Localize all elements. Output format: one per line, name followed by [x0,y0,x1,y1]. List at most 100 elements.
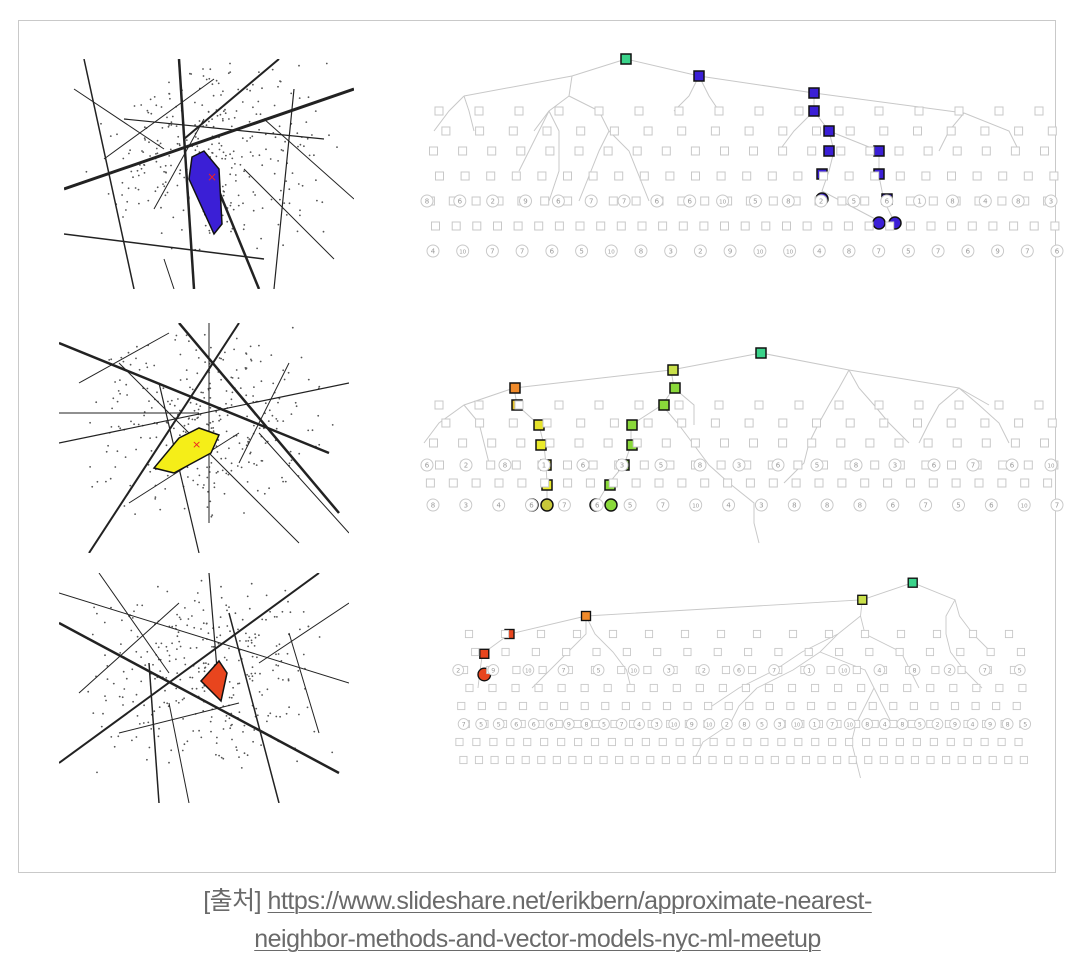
data-point [220,94,222,96]
leaf-label: 8 [431,502,435,510]
data-point [252,395,255,397]
tree-node [691,171,700,181]
data-point [105,450,108,453]
leaf-label: 9 [988,721,992,728]
data-point [210,427,213,429]
data-point [186,378,188,381]
data-point [250,639,253,642]
data-point [273,615,276,618]
tree-node [857,683,866,693]
data-point [93,606,95,609]
leaf-label: 7 [589,198,593,206]
leaf-label: 3 [737,462,741,470]
tree-node [542,418,552,428]
data-point [254,194,256,196]
tree-node [837,478,847,488]
leaf-label: 7 [490,248,494,256]
leaf-node [961,244,975,258]
tree-node [997,196,1007,206]
source-link-line2[interactable]: neighbor-methods-and-vector-models-nyc-m… [254,925,821,953]
data-point [255,464,258,466]
leaf-node [861,718,874,730]
tree-node [794,106,804,116]
leaf-label: 2 [490,198,494,206]
data-point [284,140,286,143]
data-point [303,145,305,148]
tree-node [870,460,880,470]
tree-node [786,701,795,711]
tree-node [743,737,752,747]
tree-node [994,106,1004,116]
tree-node [814,478,824,488]
data-point [193,626,196,629]
data-point [179,409,181,412]
tree-node [658,737,667,747]
data-point [318,385,321,388]
tree-node [574,438,584,448]
leaf-label: 7 [562,502,566,510]
data-point [128,152,130,155]
tree-node [895,647,904,657]
tree-node [843,221,853,231]
tree-node [836,146,846,156]
data-point [249,89,252,92]
data-point [202,75,205,77]
tree-node [817,755,826,765]
leaf-node [771,458,785,472]
data-point [135,357,137,360]
data-point [129,484,132,487]
data-point [179,169,182,172]
data-point [251,655,254,658]
data-point [285,180,287,182]
data-point [194,418,196,421]
data-point [178,172,181,175]
data-point [102,712,104,715]
data-point [217,82,220,85]
tree-node [489,737,498,747]
data-point [189,386,191,389]
data-point [223,190,226,193]
data-point [277,160,279,162]
leaf-node [698,664,710,676]
data-point [252,155,254,157]
tree-node [770,755,779,765]
data-point [231,391,234,394]
leaf-label: 5 [1023,721,1027,728]
tree-node [1047,126,1057,136]
leaf-node [826,718,839,730]
tree-node [878,737,888,747]
leaf-label: 6 [966,248,971,256]
data-point [159,166,162,168]
tree-node [778,146,788,156]
tree-node [826,665,835,675]
data-point [150,450,153,452]
data-point [253,462,256,465]
tree-node [714,106,724,116]
data-point [162,183,164,185]
data-point [178,616,181,619]
figure-frame: × [18,20,1064,873]
tree-node [677,755,686,765]
data-point [118,695,121,698]
data-point [150,728,153,730]
leaf-node [820,498,834,512]
tree-node [834,400,844,410]
tree-node [545,146,555,156]
data-point [241,101,244,103]
leaf-label: 8 [742,721,746,728]
leaf-node [592,664,605,676]
data-point [254,672,257,675]
tree-node [895,171,905,181]
data-point [203,670,206,673]
data-point [119,392,121,395]
data-point [225,154,227,157]
data-point [232,150,235,153]
data-point [225,659,228,661]
data-point [121,194,123,196]
leaf-node [984,718,996,730]
data-point [129,149,131,152]
data-point [258,691,261,693]
data-point [166,474,169,477]
data-point [299,209,301,212]
source-link-line1[interactable]: https://www.slideshare.net/erikbern/appr… [267,887,873,915]
